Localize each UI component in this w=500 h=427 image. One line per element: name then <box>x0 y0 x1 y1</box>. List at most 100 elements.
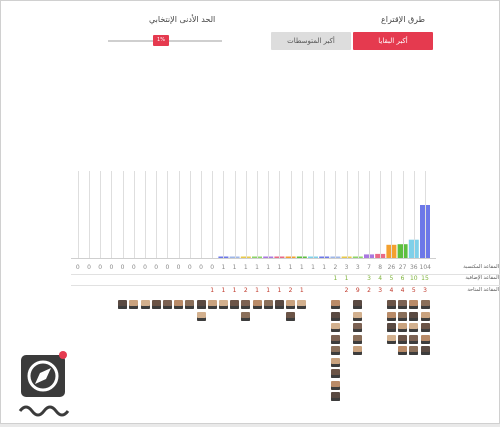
candidate-avatar[interactable] <box>297 300 307 309</box>
candidate-avatar[interactable] <box>140 300 150 309</box>
seat-bar[interactable] <box>240 256 251 259</box>
total-seats-value: 1 <box>266 264 271 271</box>
complementary-seats-value: 4 <box>378 275 383 282</box>
complementary-seats-value: 1 <box>344 275 349 282</box>
total-seats-value: 0 <box>165 264 170 271</box>
candidate-avatar[interactable] <box>386 323 396 332</box>
candidate-avatar[interactable] <box>330 392 340 401</box>
column-guide <box>369 171 370 258</box>
candidate-avatar[interactable] <box>330 334 340 344</box>
candidate-avatar[interactable] <box>330 357 340 367</box>
total-seats-value: 0 <box>120 264 125 271</box>
remainder-seats-value: 1 <box>255 287 259 294</box>
candidate-avatar[interactable] <box>409 311 419 321</box>
total-seats-value: 0 <box>109 264 114 271</box>
seat-bar[interactable] <box>285 256 296 259</box>
candidate-avatar[interactable] <box>129 300 139 309</box>
candidate-avatar[interactable] <box>196 300 206 309</box>
total-seats-value: 1 <box>221 264 226 271</box>
candidate-avatar[interactable] <box>252 300 262 309</box>
total-seats-value: 8 <box>378 264 383 271</box>
candidate-avatar[interactable] <box>286 300 296 309</box>
candidate-avatar[interactable] <box>398 334 408 344</box>
candidate-avatar[interactable] <box>330 323 340 332</box>
remainder-seats-value: 2 <box>243 287 248 294</box>
complementary-seats-value: 5 <box>389 275 394 282</box>
candidate-avatar[interactable] <box>330 311 340 321</box>
threshold-slider-thumb[interactable]: 1% <box>153 35 169 46</box>
candidate-avatar[interactable] <box>185 300 195 309</box>
candidate-avatar[interactable] <box>230 300 240 309</box>
column-guide <box>279 171 280 258</box>
column-guide <box>302 171 303 258</box>
column-guide <box>414 171 415 258</box>
candidate-avatar[interactable] <box>207 300 217 309</box>
remainder-seats-value: 2 <box>288 287 293 294</box>
seat-bar[interactable] <box>341 256 352 259</box>
candidate-avatar[interactable] <box>330 300 340 309</box>
candidate-avatar[interactable] <box>241 311 251 321</box>
candidate-avatar[interactable] <box>409 300 419 309</box>
candidate-avatar[interactable] <box>330 369 340 378</box>
largest-remainder-button[interactable]: أكبر البقايا <box>353 32 433 50</box>
seat-bar[interactable] <box>397 244 408 258</box>
column-guide <box>156 171 157 258</box>
total-seats-value: 27 <box>398 264 407 271</box>
candidate-avatar[interactable] <box>274 300 284 309</box>
candidate-avatar[interactable] <box>420 323 430 332</box>
candidate-avatar[interactable] <box>353 300 363 309</box>
candidate-avatar[interactable] <box>263 300 273 309</box>
total-seats-value: 1 <box>243 264 248 271</box>
candidate-avatar[interactable] <box>218 300 228 309</box>
candidate-avatar[interactable] <box>151 300 161 309</box>
candidate-avatar[interactable] <box>330 380 340 390</box>
seat-bar[interactable] <box>296 256 307 259</box>
candidate-avatar[interactable] <box>386 311 396 321</box>
candidate-avatar[interactable] <box>409 334 419 344</box>
seat-bar[interactable] <box>408 239 419 258</box>
seat-bar[interactable] <box>229 256 240 259</box>
row-label-total: المقاعد المكتسبة <box>463 264 499 270</box>
candidate-avatar[interactable] <box>386 300 396 309</box>
candidate-avatar[interactable] <box>353 323 363 332</box>
candidate-avatar[interactable] <box>420 300 430 309</box>
candidate-avatar[interactable] <box>398 300 408 309</box>
total-seats-value: 0 <box>187 264 192 271</box>
seat-bar[interactable] <box>352 256 363 259</box>
candidate-avatar[interactable] <box>420 311 430 321</box>
candidate-avatar[interactable] <box>398 346 408 355</box>
total-seats-value: 2 <box>333 264 338 271</box>
candidate-avatar[interactable] <box>353 346 363 355</box>
remainder-seats-value: 5 <box>411 287 416 294</box>
remainder-seats-value: 1 <box>266 287 271 294</box>
candidate-avatar[interactable] <box>330 346 340 355</box>
total-seats-value: 0 <box>199 264 203 271</box>
candidate-avatar[interactable] <box>409 323 419 332</box>
column-guide <box>212 171 213 258</box>
largest-averages-button[interactable]: أكبر المتوسطات <box>271 32 351 50</box>
total-seats-value: 0 <box>210 264 215 271</box>
column-guide <box>324 171 325 258</box>
candidate-avatar[interactable] <box>420 346 430 355</box>
candidate-avatar[interactable] <box>286 311 296 321</box>
candidate-avatar[interactable] <box>398 323 408 332</box>
candidate-avatar[interactable] <box>398 311 408 321</box>
candidate-avatar[interactable] <box>409 346 419 355</box>
column-guide <box>335 171 336 258</box>
remainder-seats-value: 4 <box>400 287 405 294</box>
total-seats-value: 3 <box>355 264 360 271</box>
candidate-avatar[interactable] <box>174 300 184 309</box>
remainder-seats-value: 1 <box>299 287 304 294</box>
candidate-avatar[interactable] <box>420 334 430 344</box>
column-guide <box>78 171 79 258</box>
candidate-avatar[interactable] <box>118 300 128 309</box>
remainder-seats-value: 9 <box>355 287 360 294</box>
candidate-avatar[interactable] <box>241 300 251 309</box>
candidate-avatar[interactable] <box>353 334 363 344</box>
candidate-avatar[interactable] <box>386 334 396 344</box>
chart-baseline <box>71 258 436 259</box>
candidate-avatar[interactable] <box>196 311 206 321</box>
candidate-avatar[interactable] <box>162 300 172 309</box>
candidate-avatar[interactable] <box>353 311 363 321</box>
